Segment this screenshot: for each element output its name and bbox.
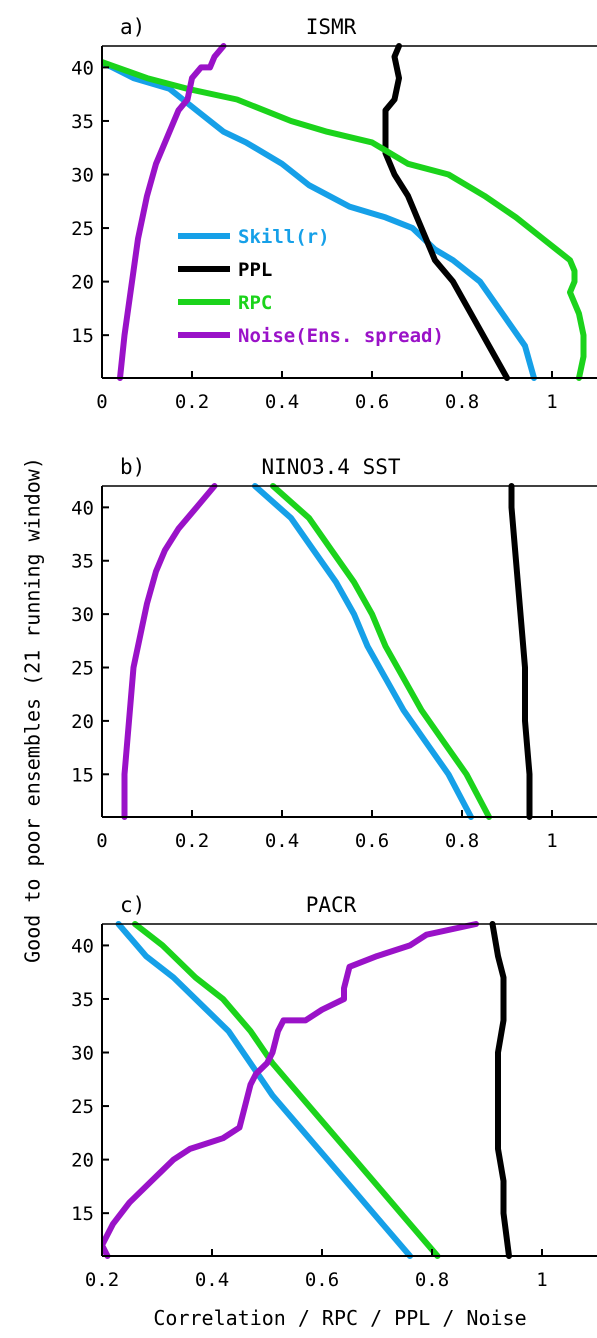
- y-tick-label: 15: [71, 764, 94, 786]
- series-line-4: [102, 921, 479, 1259]
- y-tick-label: 25: [71, 1096, 94, 1118]
- y-tick-label: 35: [71, 551, 94, 573]
- x-tick-label: 0.6: [305, 1269, 339, 1291]
- series-line-3: [102, 59, 587, 381]
- panel-title: ISMR: [306, 15, 357, 39]
- panel-title: PACR: [306, 893, 357, 917]
- legend-label: RPC: [238, 292, 272, 314]
- y-tick-label: 40: [71, 57, 94, 79]
- series-line-4: [117, 43, 227, 381]
- legend-label: PPL: [238, 259, 272, 281]
- x-tick-label: 1: [546, 830, 557, 852]
- panel-2: 0 0.2 0.4 0.6 0.8 1 15 20 25 30 35 40 b) NINO3.4 SST: [71, 455, 597, 852]
- y-tick-label: 25: [71, 218, 94, 240]
- y-tick-label: 25: [71, 658, 94, 680]
- x-tick-label: 0.2: [175, 391, 209, 413]
- x-tick-label: 0.8: [445, 830, 479, 852]
- legend-label: Noise(Ens. spread): [238, 325, 444, 347]
- x-tick-label: 0: [96, 830, 107, 852]
- legend: Skill(r) PPL RPC Noise(Ens. spread): [178, 226, 444, 347]
- panel-title: NINO3.4 SST: [261, 455, 400, 479]
- y-tick-label: 20: [71, 1150, 94, 1172]
- panel-label: b): [120, 455, 145, 479]
- x-tick-label: 0.4: [195, 1269, 229, 1291]
- x-tick-label: 0: [96, 391, 107, 413]
- x-tick-label: 0.8: [445, 391, 479, 413]
- y-tick-label: 30: [71, 604, 94, 626]
- panel-label: c): [120, 893, 145, 917]
- series-line-3: [270, 483, 492, 820]
- y-tick-label: 30: [71, 165, 94, 187]
- series-line-2: [382, 43, 510, 381]
- y-tick-label: 20: [71, 272, 94, 294]
- y-tick-label: 15: [71, 325, 94, 347]
- panel-label: a): [120, 15, 145, 39]
- x-tick-label: 0.2: [85, 1269, 119, 1291]
- x-tick-label: 0.2: [175, 830, 209, 852]
- panel-3: 0.2 0.4 0.6 0.8 1 15 20 25 30 35 40 c) PACR: [71, 893, 597, 1291]
- series-line-4: [121, 483, 218, 820]
- y-tick-label: 35: [71, 111, 94, 133]
- y-tick-label: 20: [71, 711, 94, 733]
- legend-label: Skill(r): [238, 226, 330, 248]
- y-tick-label: 35: [71, 989, 94, 1011]
- y-tick-label: 30: [71, 1043, 94, 1065]
- series-line-1: [252, 483, 474, 820]
- y-tick-label: 40: [71, 497, 94, 519]
- x-tick-label: 0.4: [265, 830, 299, 852]
- x-axis-title: Correlation / RPC / PPL / Noise: [153, 1306, 526, 1330]
- series-line-1: [115, 921, 413, 1259]
- y-axis-title: Good to poor ensembles (21 running windo…: [21, 457, 45, 963]
- y-tick-label: 15: [71, 1203, 94, 1225]
- x-tick-label: 0.4: [265, 391, 299, 413]
- y-tick-label: 40: [71, 935, 94, 957]
- series-line-2: [489, 921, 512, 1259]
- x-tick-label: 0.6: [355, 830, 389, 852]
- x-tick-label: 0.6: [355, 391, 389, 413]
- panel-1: 0 0.2 0.4 0.6 0.8 1 15 20 25 30 35 40 a) ISMR: [71, 15, 597, 413]
- x-tick-label: 1: [546, 391, 557, 413]
- x-tick-label: 0.8: [415, 1269, 449, 1291]
- series-line-2: [508, 483, 533, 820]
- x-tick-label: 1: [536, 1269, 547, 1291]
- series-line-3: [132, 921, 441, 1259]
